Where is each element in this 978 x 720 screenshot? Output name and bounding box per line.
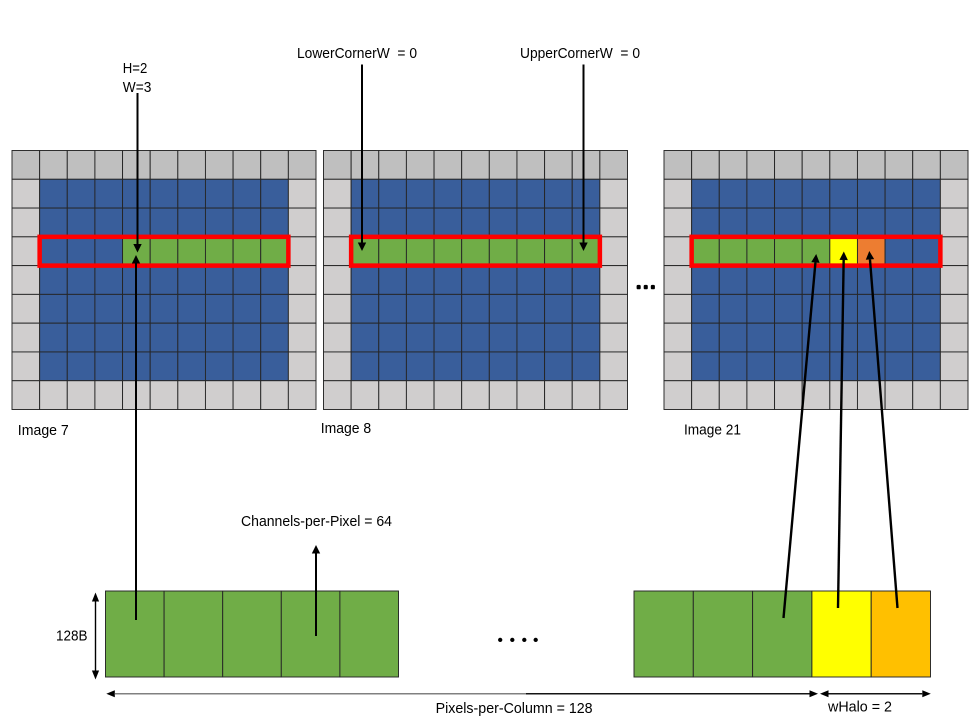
svg-text:Pixels-per-Column = 128: Pixels-per-Column = 128 (436, 701, 593, 717)
svg-text:Image 8: Image 8 (321, 421, 372, 437)
svg-text:Image 7: Image 7 (18, 423, 69, 439)
svg-text:H=2: H=2 (123, 61, 148, 77)
svg-text:Image 21: Image 21 (684, 423, 741, 439)
svg-text:UpperCornerW = 0: UpperCornerW = 0 (520, 46, 640, 62)
svg-text:W=3: W=3 (123, 80, 152, 96)
svg-text:Channels-per-Pixel = 64: Channels-per-Pixel = 64 (241, 514, 392, 530)
svg-text:128B: 128B (56, 628, 88, 644)
svg-text:wHalo = 2: wHalo = 2 (827, 700, 892, 716)
svg-text:LowerCornerW = 0: LowerCornerW = 0 (297, 46, 417, 62)
